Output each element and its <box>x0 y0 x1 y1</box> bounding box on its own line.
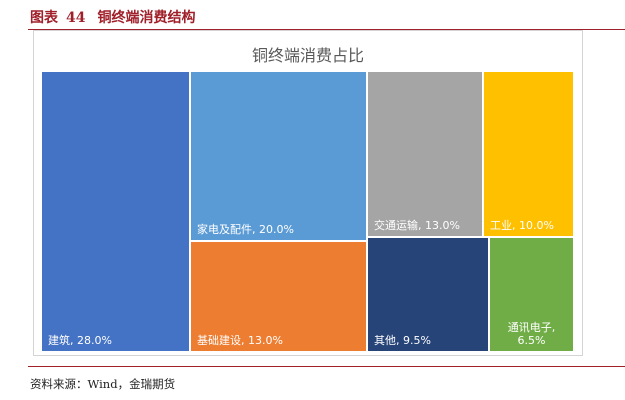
tile-industry: 工业, 10.0% <box>484 72 573 236</box>
source-note: 资料来源：Wind，金瑞期货 <box>30 377 176 391</box>
figure-header: 图表 44 铜终端消费结构 <box>0 0 625 28</box>
tile-transport-rect <box>368 72 482 236</box>
tile-electronics: 通讯电子,6.5% <box>490 238 573 351</box>
tile-electronics-label: 通讯电子, <box>508 321 556 334</box>
header-rule <box>28 29 625 30</box>
tile-infrastructure: 基础建设, 13.0% <box>191 242 366 351</box>
tile-electronics-label: 6.5% <box>518 334 546 347</box>
tile-transport: 交通运输, 13.0% <box>368 72 482 236</box>
tile-construction: 建筑, 28.0% <box>42 72 189 351</box>
tile-appliances-label: 家电及配件, 20.0% <box>197 222 294 236</box>
tile-construction-label: 建筑, 28.0% <box>48 333 112 347</box>
tile-industry-label: 工业, 10.0% <box>490 219 554 232</box>
tile-appliances-rect <box>191 72 366 240</box>
tile-infrastructure-rect <box>191 242 366 351</box>
tile-other: 其他, 9.5% <box>368 238 488 351</box>
footer-rule <box>28 366 625 367</box>
tile-other-label: 其他, 9.5% <box>374 334 431 347</box>
figure-label: 图表 <box>30 10 58 26</box>
tile-other-rect <box>368 238 488 351</box>
tile-construction-rect <box>42 72 189 351</box>
figure-caption: 图表 44 铜终端消费结构 <box>30 7 195 27</box>
tile-transport-label: 交通运输, 13.0% <box>374 218 460 232</box>
tile-infrastructure-label: 基础建设, 13.0% <box>197 333 283 347</box>
tile-electronics-rect <box>490 238 573 351</box>
figure-number: 44 <box>66 10 86 26</box>
tile-appliances: 家电及配件, 20.0% <box>191 72 366 240</box>
figure-title: 铜终端消费结构 <box>97 10 196 26</box>
chart-title: 铜终端消费占比 <box>251 46 364 65</box>
tile-industry-rect <box>484 72 573 236</box>
